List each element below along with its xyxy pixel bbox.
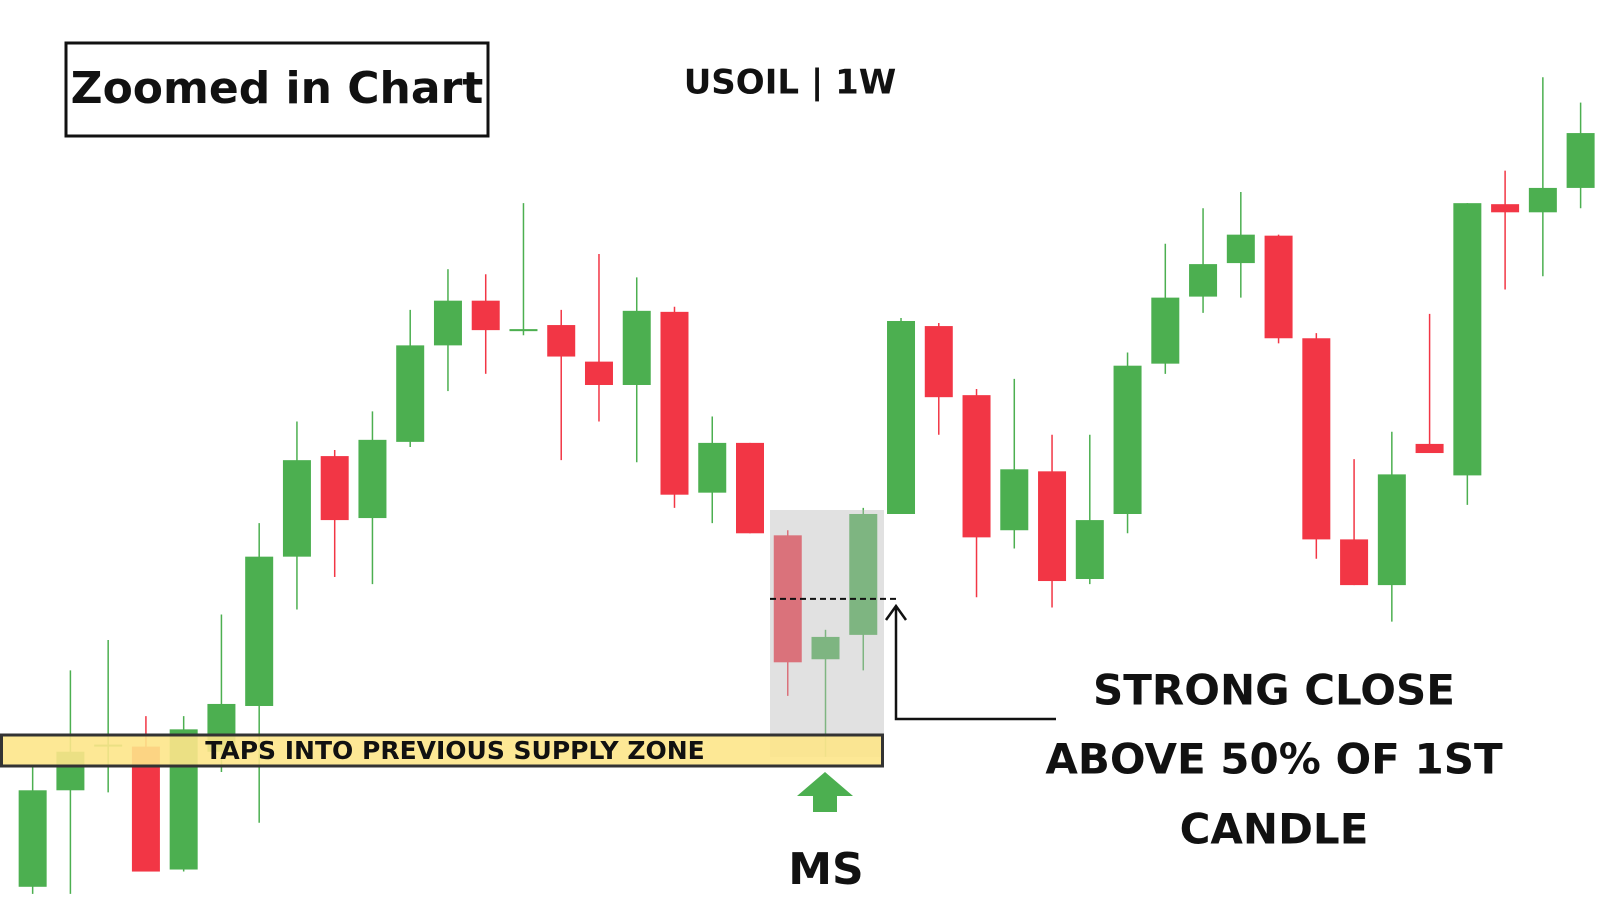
candle-body bbox=[811, 636, 840, 660]
candle-body bbox=[18, 790, 47, 887]
candle-body bbox=[1340, 539, 1369, 586]
chart-subtitle: USOIL | 1W bbox=[684, 63, 897, 103]
candle-body bbox=[584, 361, 613, 385]
candle-body bbox=[736, 442, 764, 534]
candle-body bbox=[1151, 297, 1180, 364]
candle-body bbox=[509, 329, 538, 332]
candle-body bbox=[1189, 264, 1218, 297]
candle-body bbox=[924, 326, 953, 398]
candle-body bbox=[622, 310, 651, 385]
candle-body bbox=[320, 456, 349, 521]
candle-body bbox=[1264, 235, 1293, 339]
candle-body bbox=[358, 439, 387, 519]
candle-body bbox=[1075, 520, 1104, 580]
note-line: CANDLE bbox=[1180, 805, 1369, 854]
title-box bbox=[64, 41, 490, 138]
candle-body bbox=[245, 556, 274, 706]
candle-body bbox=[396, 345, 425, 442]
highlight-box bbox=[770, 510, 884, 757]
candle-body bbox=[1038, 471, 1067, 582]
chart-title: Zoomed in Chart bbox=[71, 63, 484, 114]
candle-body bbox=[1302, 338, 1331, 540]
ms-arrow bbox=[797, 772, 853, 812]
note-line: ABOVE 50% OF 1ST bbox=[1045, 735, 1503, 784]
candle-body bbox=[660, 311, 689, 495]
candle-body bbox=[1113, 365, 1142, 514]
candle-body bbox=[1415, 443, 1444, 454]
supply-zone bbox=[0, 733, 884, 768]
candle-body bbox=[1528, 187, 1557, 213]
supply-zone-label: TAPS INTO PREVIOUS SUPPLY ZONE bbox=[205, 736, 704, 765]
candle-body bbox=[1491, 204, 1520, 213]
candle-body bbox=[887, 320, 916, 514]
candle-body bbox=[471, 300, 500, 331]
candle-body bbox=[773, 535, 802, 663]
candle-body bbox=[1226, 234, 1255, 264]
candle-body bbox=[1377, 474, 1406, 586]
candle-body bbox=[698, 442, 727, 493]
candle-body bbox=[433, 300, 462, 346]
ms-label: MS bbox=[788, 844, 863, 895]
candle-body bbox=[849, 513, 878, 635]
candle-body bbox=[1566, 133, 1595, 188]
candle-body bbox=[282, 460, 311, 557]
candle-body bbox=[962, 395, 991, 538]
candle-body bbox=[547, 325, 576, 357]
candle-body bbox=[1000, 469, 1029, 531]
candle-body bbox=[1453, 203, 1482, 476]
note-line: STRONG CLOSE bbox=[1093, 666, 1455, 715]
note-arrow bbox=[884, 603, 1056, 721]
